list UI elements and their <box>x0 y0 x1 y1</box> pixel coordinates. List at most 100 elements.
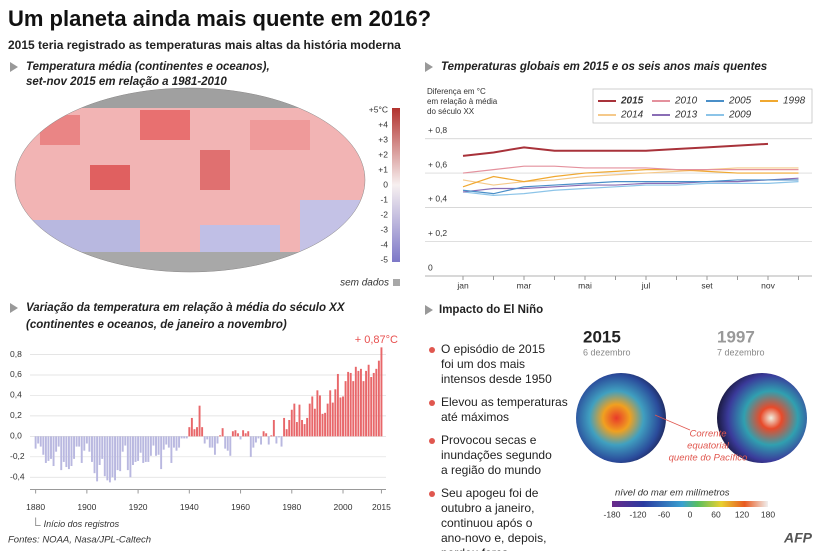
bullet-text: intensos desde 1950 <box>441 372 552 386</box>
bar <box>213 436 216 455</box>
bar <box>39 436 42 447</box>
map-scale-label: +3 <box>378 134 388 144</box>
bar <box>303 424 306 437</box>
bar <box>244 433 247 437</box>
bar <box>301 419 303 437</box>
bar <box>134 436 137 462</box>
bar <box>193 429 196 437</box>
y-axis-label: em relação à média <box>427 97 498 106</box>
bar <box>149 436 152 456</box>
bar <box>275 436 278 444</box>
no-data-label: sem dados <box>340 278 389 289</box>
map-scale-label: -5 <box>380 254 388 264</box>
bullet-text: ano-novo e, depois, <box>441 531 546 545</box>
x-tick-label: 1920 <box>129 502 148 512</box>
bar <box>142 436 145 463</box>
section-marker <box>425 62 433 72</box>
bar <box>201 427 204 437</box>
bar <box>242 430 245 437</box>
bar <box>370 377 373 437</box>
x-tick-label: set <box>701 280 713 290</box>
globe <box>717 373 807 463</box>
bar <box>129 436 132 478</box>
scale-tick-label: -60 <box>658 509 671 519</box>
bar <box>318 395 321 437</box>
map-scale-label: +4 <box>378 119 388 129</box>
annotation: Corrente <box>690 429 727 440</box>
bar <box>93 436 96 474</box>
chart-title: Variação da temperatura em relação à méd… <box>26 302 346 314</box>
bar <box>162 436 165 450</box>
legend-box <box>592 88 813 124</box>
bar <box>344 381 347 437</box>
bullet-text: O episódio de 2015 <box>441 342 545 356</box>
bar <box>260 436 263 445</box>
section-marker <box>10 62 18 72</box>
bar <box>70 436 73 467</box>
x-tick-label: 1960 <box>231 502 250 512</box>
legend-label: 2009 <box>728 110 752 121</box>
bar <box>144 436 147 462</box>
bar <box>285 429 288 437</box>
chart-title: Temperaturas globais em 2015 e os seis a… <box>441 61 767 73</box>
note: Início dos registros <box>44 519 120 529</box>
bar <box>234 430 237 437</box>
bar <box>52 436 55 467</box>
y-tick-label: + 0,4 <box>428 194 447 204</box>
y-tick-label: 0,2 <box>10 410 22 420</box>
bar <box>298 404 301 437</box>
bar <box>278 436 280 438</box>
bar <box>152 436 155 446</box>
bar <box>114 436 116 481</box>
bar <box>362 381 365 437</box>
bar <box>119 436 122 472</box>
bar <box>101 436 104 459</box>
legend-label: 2010 <box>674 96 698 107</box>
bar <box>349 372 352 437</box>
bar <box>198 405 201 437</box>
bar <box>42 436 45 455</box>
legend-label: 1998 <box>783 96 806 107</box>
annotation: + 0,87°C <box>355 334 398 346</box>
bar <box>60 436 63 471</box>
bar <box>147 436 150 462</box>
y-axis-label: do século XX <box>427 107 475 116</box>
bullet <box>429 347 435 353</box>
legend-label: 2015 <box>620 96 644 107</box>
legend-label: 2014 <box>620 110 644 121</box>
y-tick-label: 0,0 <box>10 431 22 441</box>
bar <box>377 360 380 437</box>
bullet-text: inundações segundo <box>441 448 552 462</box>
bar <box>334 389 337 437</box>
bar <box>288 419 291 437</box>
bar <box>316 390 319 437</box>
bar <box>221 428 224 437</box>
series-line <box>462 167 799 186</box>
map-scale-label: +1 <box>378 164 388 174</box>
globe <box>576 373 666 463</box>
bullet-text: perdeu força <box>441 546 509 551</box>
bullet <box>429 400 435 406</box>
map-scale-label: 0 <box>383 179 388 189</box>
bar <box>262 431 265 437</box>
bar <box>139 436 142 453</box>
x-tick-label: 2000 <box>334 502 353 512</box>
bar <box>313 408 316 437</box>
scale-tick-label: 0 <box>688 509 693 519</box>
scale-tick-label: -180 <box>603 509 620 519</box>
x-tick-label: 1880 <box>26 502 45 512</box>
x-tick-label: mai <box>578 280 592 290</box>
bar <box>267 436 270 445</box>
bar <box>62 436 65 462</box>
x-tick-label: 1940 <box>180 502 199 512</box>
bar <box>165 436 168 445</box>
bar <box>78 436 81 447</box>
bar <box>372 372 375 437</box>
bar <box>160 436 163 470</box>
annotation-line <box>654 414 691 431</box>
map-scale-label: -3 <box>380 224 388 234</box>
bar <box>65 436 68 468</box>
bar <box>265 433 268 437</box>
bar <box>324 412 327 437</box>
x-tick-label: 1980 <box>282 502 301 512</box>
